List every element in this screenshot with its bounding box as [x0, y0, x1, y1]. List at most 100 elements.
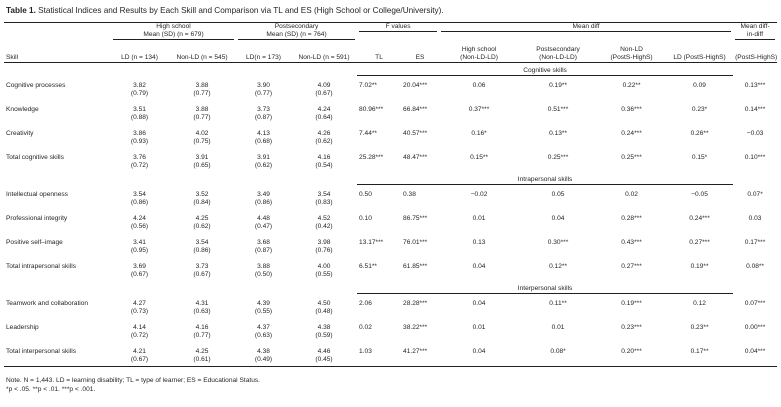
col-md-nonld: Non-LD (PostS-HighS) [597, 40, 667, 64]
md-ld-value: 0.09 [693, 82, 706, 90]
sd-spacer [4, 308, 111, 318]
sd-spacer [733, 308, 777, 318]
md-nonld-value: 0.36*** [621, 106, 642, 114]
mean-value: 3.88 [195, 82, 209, 90]
mean-diff-in-diff-header: Mean diff- in-diff [733, 22, 778, 41]
f-es-value: 0.38 [403, 191, 416, 199]
f-tl-value: 1.03 [359, 348, 372, 356]
f-values-group-header: F values [357, 22, 440, 41]
sd-spacer [401, 114, 439, 124]
md-high-school-value: −0.02 [470, 191, 488, 199]
sd-value: (0.55) [315, 271, 333, 279]
mean-diff-in-diff-value: 0.00*** [744, 324, 766, 332]
sd-value: (0.49) [236, 356, 292, 368]
sd-spacer [519, 199, 597, 209]
sd-spacer [401, 271, 439, 281]
md-nonld-value: 0.23*** [621, 324, 642, 332]
sd-spacer [401, 356, 440, 368]
mean-diff-in-diff-value: 0.08** [746, 263, 765, 271]
sd-spacer [439, 356, 520, 368]
mean-value: 4.38 [257, 348, 270, 356]
md-high-school-value: 0.01 [472, 324, 486, 332]
skill-name: Professional integrity [6, 215, 68, 223]
sd-value: (0.84) [193, 199, 211, 207]
mean-value: 4.00 [317, 263, 331, 271]
col-skill: Skill [4, 40, 111, 64]
md-postsecondary-value: 0.11** [549, 300, 567, 308]
sd-spacer [357, 114, 401, 124]
mean-diff-in-diff-value: 0.10*** [744, 154, 766, 162]
table-title: Statistical Indices and Results by Each … [38, 6, 444, 15]
sd-spacer [4, 271, 111, 281]
sd-value: (0.42) [315, 223, 333, 231]
md-ld-value: 0.15* [691, 154, 708, 162]
skill-name: Cognitive processes [6, 82, 66, 90]
md-high-school-value: 0.16* [471, 130, 487, 138]
sd-spacer [733, 247, 777, 257]
f-tl-value: 7.44** [359, 130, 377, 138]
col-mean-diff-in-diff: (PostS-HighS) [733, 40, 778, 64]
table-row-sd: (0.95) (0.86) (0.87) (0.76) [4, 247, 777, 257]
f-es-value: 76.01*** [403, 239, 428, 247]
sd-value: (0.63) [193, 308, 211, 316]
md-high-school-value: 0.04 [472, 263, 486, 271]
sd-spacer [597, 332, 666, 342]
sd-spacer [597, 247, 666, 257]
skill-name: Creativity [6, 130, 34, 138]
skill-name: Knowledge [6, 106, 39, 114]
sd-spacer [4, 162, 111, 172]
mean-value: 3.69 [133, 263, 146, 271]
mean-value: 4.02 [195, 130, 209, 138]
note-significance: *p < .05. **p < .01. ***p < .001. [6, 386, 96, 393]
sd-spacer [439, 138, 519, 148]
sd-value: (0.75) [193, 138, 211, 146]
sd-spacer [597, 162, 666, 172]
sd-value: (0.64) [315, 114, 333, 122]
sd-spacer [666, 247, 733, 257]
table-row: Intellectual openness 3.54 3.52 3.49 3.54 0.5… [4, 185, 777, 200]
sd-value: (0.77) [193, 114, 211, 122]
sd-value: (0.67) [130, 271, 149, 279]
col-md-postsecondary: Postsecondary (Non-LD-LD) [519, 40, 598, 64]
table-row-sd: (0.86) (0.84) (0.86) (0.83) [4, 199, 777, 209]
mean-value: 3.51 [133, 106, 146, 114]
sd-spacer [666, 271, 733, 281]
sd-spacer [733, 138, 777, 148]
mean-diff-in-diff-value: −0.03 [746, 130, 764, 138]
table-row: Leadership 4.14 4.16 4.37 4.38 0.02 38.22*** 0.… [4, 318, 777, 332]
f-tl-value: 80.96*** [359, 106, 384, 114]
sd-value: (0.76) [315, 247, 333, 255]
skill-name: Total cognitive skills [6, 154, 64, 162]
sd-spacer [401, 199, 439, 209]
md-high-school-value: 0.13 [472, 239, 486, 247]
table-row: Teamwork and collaboration 4.27 4.31 4.39 4.… [4, 294, 777, 309]
md-nonld-value: 0.24*** [621, 130, 642, 138]
group-header-row: High school Mean (SD) (n = 679) Postseco… [4, 22, 778, 41]
sd-spacer [666, 199, 733, 209]
sd-spacer [401, 308, 439, 318]
sd-spacer [519, 90, 597, 100]
postsecondary-subheader: Mean (SD) (n = 764) [238, 31, 356, 41]
table-label: Table 1. [6, 6, 36, 15]
col-ps-ld: LD(n = 173) [236, 40, 292, 64]
sd-spacer [4, 114, 111, 124]
md-ld-value: −0.05 [691, 191, 708, 199]
sd-spacer [401, 138, 439, 148]
sd-spacer [733, 332, 777, 342]
md-nonld-value: 0.02 [625, 191, 638, 199]
sd-spacer [597, 138, 666, 148]
sd-value: (0.86) [254, 199, 273, 207]
table-row-sd: (0.73) (0.63) (0.55) (0.48) [4, 308, 777, 318]
sd-spacer [439, 271, 519, 281]
f-tl-value: 0.10 [359, 215, 372, 223]
skill-name: Positive self–image [6, 239, 63, 247]
sd-spacer [4, 247, 111, 257]
f-es-value: 61.85*** [403, 263, 428, 271]
high-school-group-header: High school Mean (SD) (n = 679) [111, 22, 237, 41]
sd-spacer [439, 308, 519, 318]
md-ld-value: 0.12 [693, 300, 706, 308]
mean-value: 3.91 [195, 154, 209, 162]
md-ld-value: 0.24*** [689, 215, 710, 223]
md-postsecondary-value: 0.30*** [547, 239, 569, 247]
sd-value: (0.67) [193, 271, 211, 279]
